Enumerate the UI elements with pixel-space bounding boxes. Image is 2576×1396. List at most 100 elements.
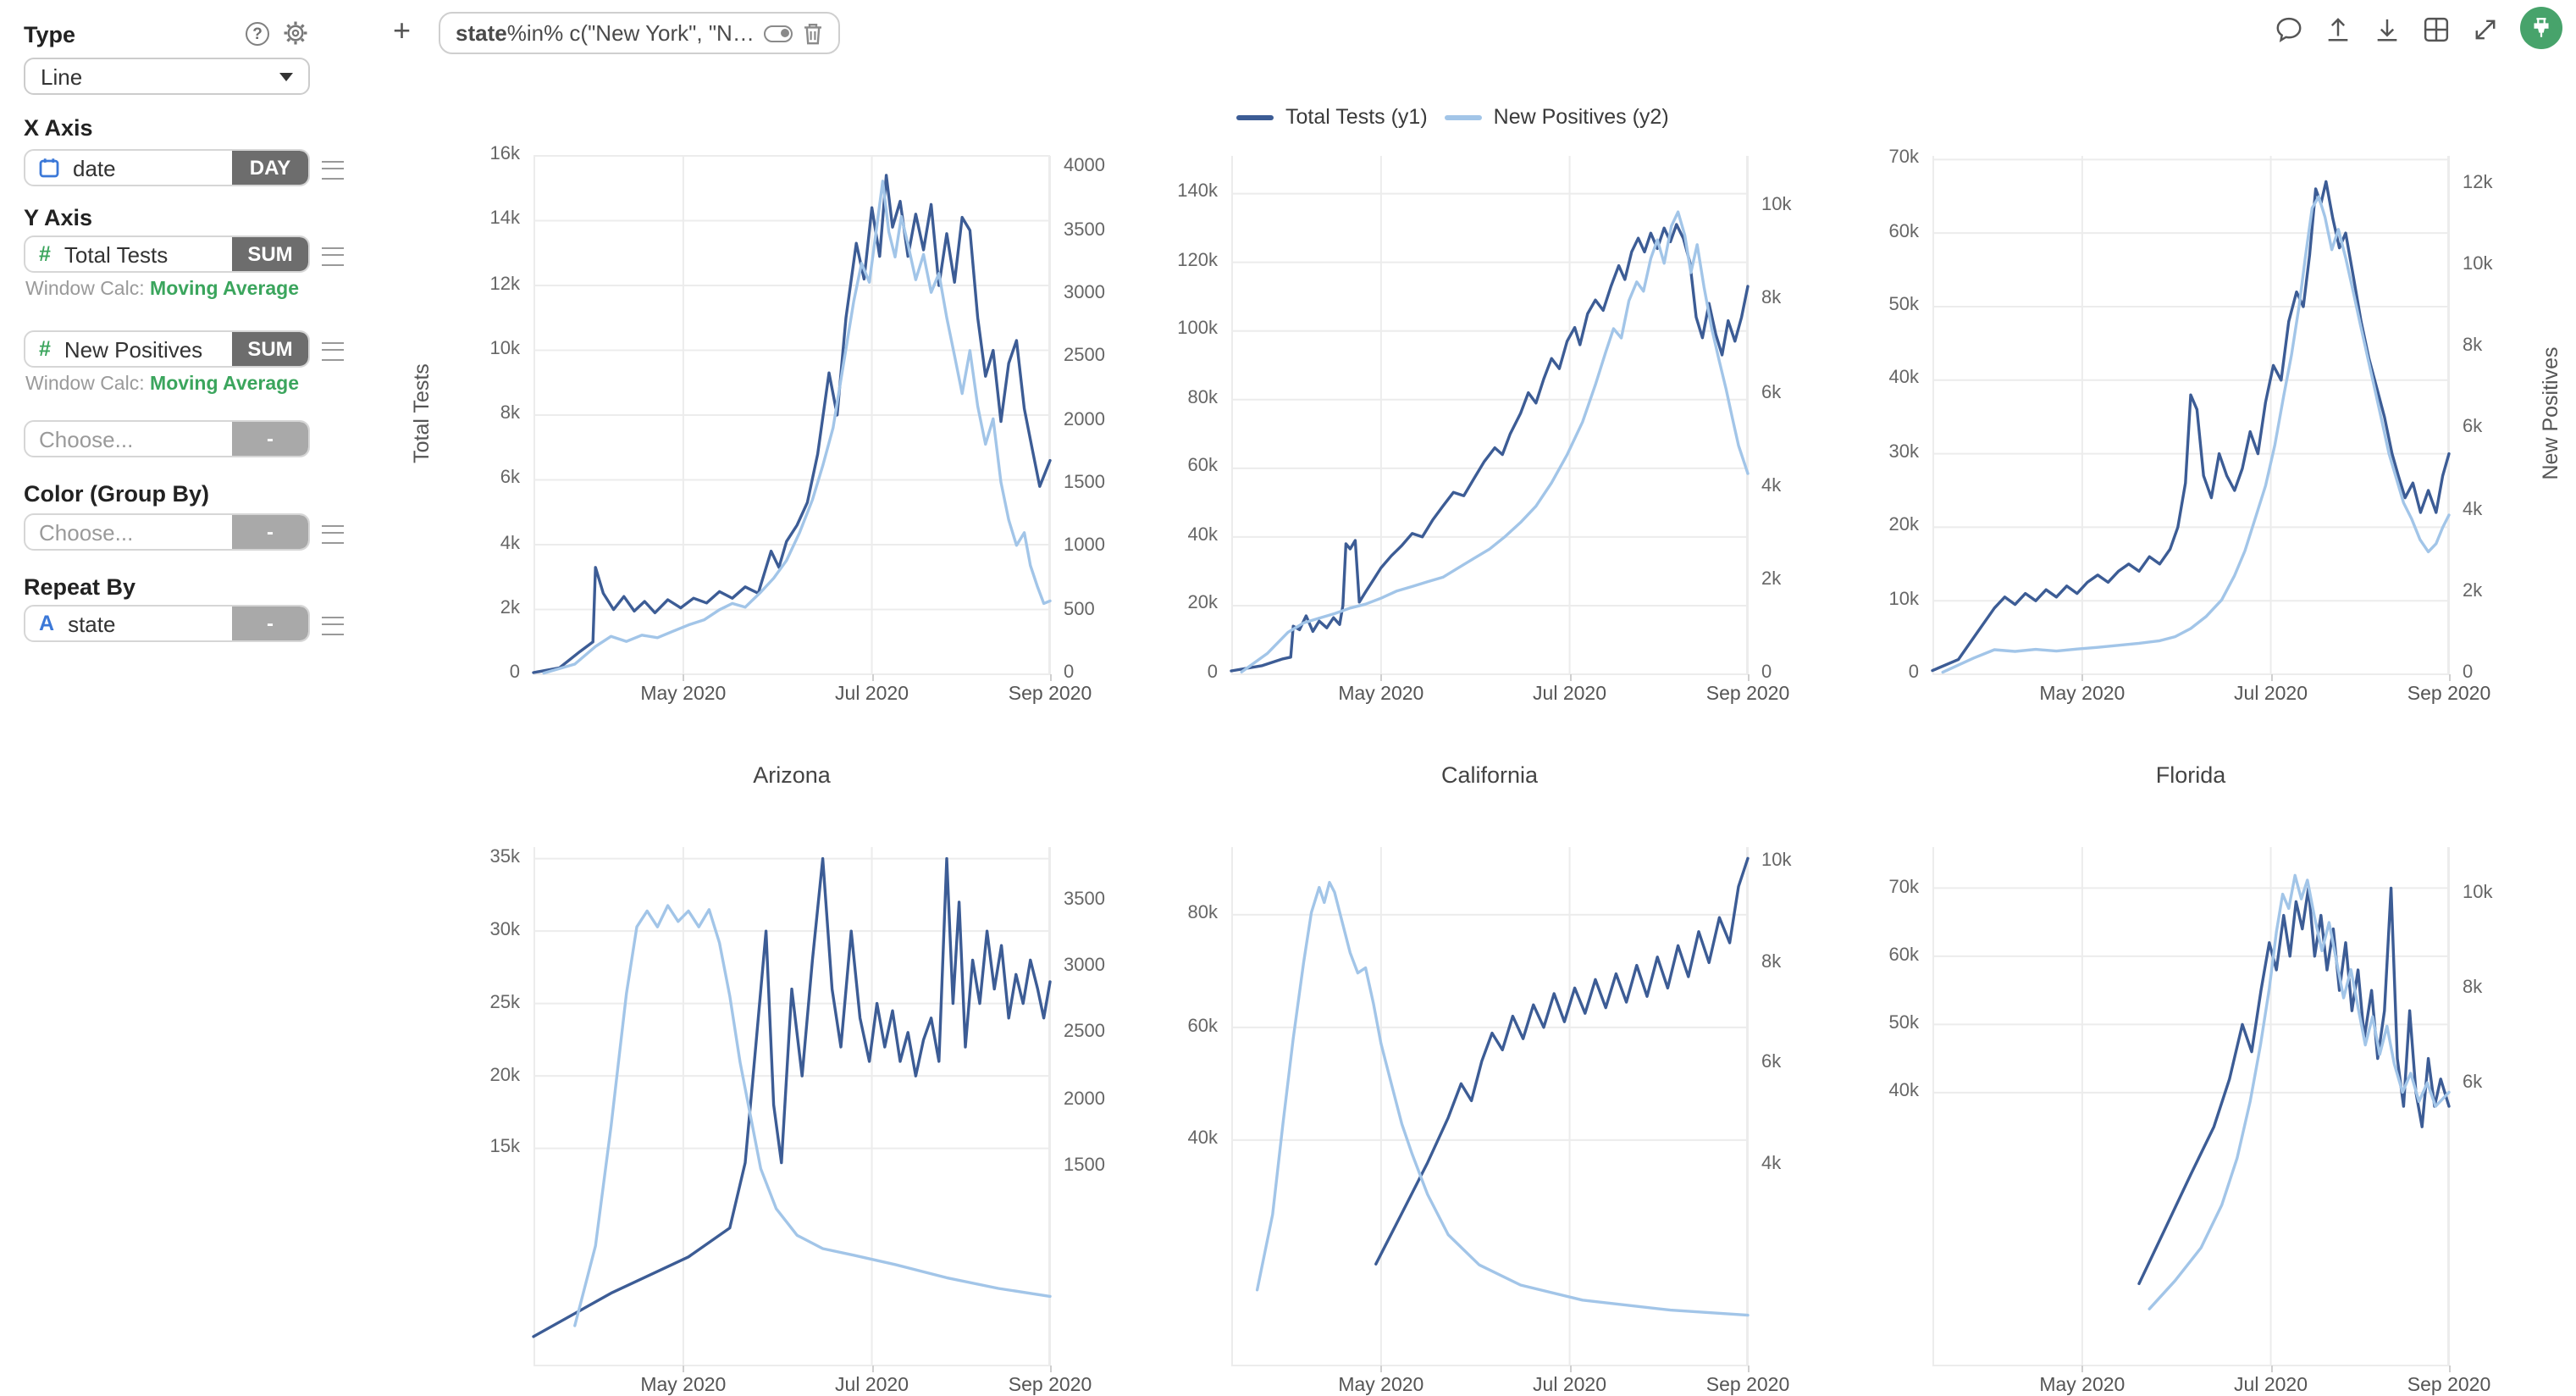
drag-handle-icon[interactable] xyxy=(322,161,344,180)
chart-plot-california[interactable] xyxy=(1230,155,1750,674)
legend-label: New Positives (y2) xyxy=(1493,105,1669,129)
drag-handle-icon[interactable] xyxy=(322,617,344,635)
y-axis-tick-label: 120k xyxy=(1177,250,1218,271)
x-axis-tick-mark xyxy=(2270,673,2273,680)
y-axis-tick-label: 16k xyxy=(489,144,521,164)
y-axis-tick-label: 0 xyxy=(1908,662,1919,683)
color-field-placeholder: Choose... xyxy=(39,519,134,545)
y-axis-tick-label: 12k xyxy=(489,274,521,294)
x-axis-tick-label: May 2020 xyxy=(2039,684,2125,704)
y2-axis-tick-label: 8k xyxy=(1761,951,1782,972)
y-axis-tick-label: 40k xyxy=(1888,1081,1920,1102)
window-calc-1-value[interactable]: Moving Average xyxy=(150,280,299,300)
legend-item-total-tests[interactable]: Total Tests (y1) xyxy=(1236,105,1428,129)
y-axis-tick-label: 2k xyxy=(500,597,520,618)
chart-plot[interactable] xyxy=(532,847,1052,1366)
x-axis-field[interactable]: date DAY xyxy=(24,149,310,186)
y-field-empty-agg-badge[interactable]: - xyxy=(232,422,308,456)
help-icon[interactable]: ? xyxy=(246,22,269,46)
y-field-1-name: Total Tests xyxy=(64,241,169,267)
expand-icon[interactable] xyxy=(2471,15,2500,44)
y2-axis-tick-label: 0 xyxy=(1761,662,1772,683)
drag-handle-icon[interactable] xyxy=(322,247,344,266)
series-line xyxy=(1230,222,1750,672)
chart-plot[interactable] xyxy=(1932,847,2451,1366)
y2-axis-tick-label: 8k xyxy=(1761,288,1782,309)
x-axis-tick-label: May 2020 xyxy=(2039,1376,2125,1396)
repeat-by-field[interactable]: A state - xyxy=(24,605,310,642)
gear-icon[interactable] xyxy=(283,20,308,46)
x-axis-tick-label: Jul 2020 xyxy=(835,684,909,704)
repeat-field-name: state xyxy=(68,611,116,636)
legend-item-new-positives[interactable]: New Positives (y2) xyxy=(1444,105,1669,129)
pin-icon xyxy=(2534,18,2549,37)
y2-axis-tick-label: 10k xyxy=(1761,850,1792,872)
y-axis-tick-label: 6k xyxy=(500,468,520,489)
chart-plot[interactable] xyxy=(1231,847,1750,1366)
series-line xyxy=(2137,886,2451,1286)
x-axis-tick-label: Sep 2020 xyxy=(2407,1376,2491,1396)
y-field-2-agg-badge[interactable]: SUM xyxy=(232,332,308,366)
y-axis-tick-label: 80k xyxy=(1187,387,1219,408)
window-calc-2[interactable]: Window Calc: Moving Average xyxy=(25,374,299,395)
text-type-icon: A xyxy=(39,612,55,635)
window-calc-1[interactable]: Window Calc: Moving Average xyxy=(25,280,299,300)
x-axis-tick-label: Sep 2020 xyxy=(1705,684,1790,704)
color-field[interactable]: Choose... - xyxy=(24,513,310,551)
drag-handle-icon[interactable] xyxy=(322,342,344,361)
y2-axis-tick-label: 4k xyxy=(1761,1153,1782,1174)
trash-icon[interactable] xyxy=(804,21,824,45)
y-axis-field-2[interactable]: # New Positives SUM xyxy=(24,330,310,368)
chart-type-value: Line xyxy=(41,64,83,89)
y2-axis-tick-label: 500 xyxy=(1064,599,1095,620)
x-axis-tick-label: Jul 2020 xyxy=(1533,1376,1606,1396)
series-line xyxy=(1941,194,2451,673)
download-icon[interactable] xyxy=(2373,15,2402,44)
y-axis-tick-label: 100k xyxy=(1177,319,1218,340)
chevron-down-icon xyxy=(279,72,293,80)
y-axis-field-1[interactable]: # Total Tests SUM xyxy=(24,235,310,273)
filter-toggle-icon[interactable] xyxy=(764,25,793,42)
x-field-agg-badge[interactable]: DAY xyxy=(232,151,308,185)
x-axis-tick-label: Sep 2020 xyxy=(1705,1376,1790,1396)
y-axis-tick-label: 70k xyxy=(1888,147,1920,169)
y2-axis-tick-label: 0 xyxy=(2463,662,2474,683)
x-axis-tick-mark xyxy=(1748,673,1750,680)
add-filter-button[interactable]: + xyxy=(393,14,412,47)
repeat-field-agg-badge[interactable]: - xyxy=(232,607,308,640)
chart-plot-florida[interactable] xyxy=(1931,155,2451,674)
drag-handle-icon[interactable] xyxy=(322,525,344,544)
y-axis-tick-label: 60k xyxy=(1187,1016,1219,1037)
chart-type-select[interactable]: Line xyxy=(24,58,310,95)
color-field-agg-badge[interactable]: - xyxy=(232,515,308,549)
y-axis-tick-label: 80k xyxy=(1187,903,1219,924)
y-field-1-agg-badge[interactable]: SUM xyxy=(232,237,308,271)
y2-axis-title: New Positives xyxy=(2539,346,2562,479)
filter-pill[interactable]: state %in% c("New York", "N… xyxy=(439,12,841,54)
y-axis-tick-label: 0 xyxy=(509,662,520,683)
x-axis-tick-label: May 2020 xyxy=(640,1376,727,1396)
series-line xyxy=(1931,179,2451,672)
y-axis-tick-label: 40k xyxy=(1187,1128,1219,1149)
y-axis-tick-label: 15k xyxy=(489,1137,521,1158)
chart-plot-arizona[interactable] xyxy=(532,154,1052,674)
window-calc-2-label: Window Calc: xyxy=(25,374,145,395)
x-axis-tick-mark xyxy=(683,673,685,680)
y-axis-title: Total Tests xyxy=(410,363,434,463)
y2-axis-tick-label: 2k xyxy=(1761,568,1782,590)
y-axis-tick-label: 10k xyxy=(1888,589,1920,610)
avatar[interactable] xyxy=(2520,7,2562,49)
y-axis-tick-label: 20k xyxy=(1888,515,1920,536)
y-axis-field-empty[interactable]: Choose... - xyxy=(24,420,310,457)
y2-axis-tick-label: 2k xyxy=(2463,580,2483,601)
upload-icon[interactable] xyxy=(2324,15,2352,44)
comment-icon[interactable] xyxy=(2275,15,2303,44)
y-axis-tick-label: 8k xyxy=(500,403,520,424)
series-line xyxy=(532,173,1052,673)
number-icon: # xyxy=(39,242,51,266)
y-axis-tick-label: 60k xyxy=(1888,945,1920,966)
y-axis-tick-label: 20k xyxy=(489,1065,521,1086)
table-icon[interactable] xyxy=(2422,15,2451,44)
y2-axis-tick-label: 1500 xyxy=(1064,473,1105,494)
window-calc-2-value[interactable]: Moving Average xyxy=(150,374,299,395)
